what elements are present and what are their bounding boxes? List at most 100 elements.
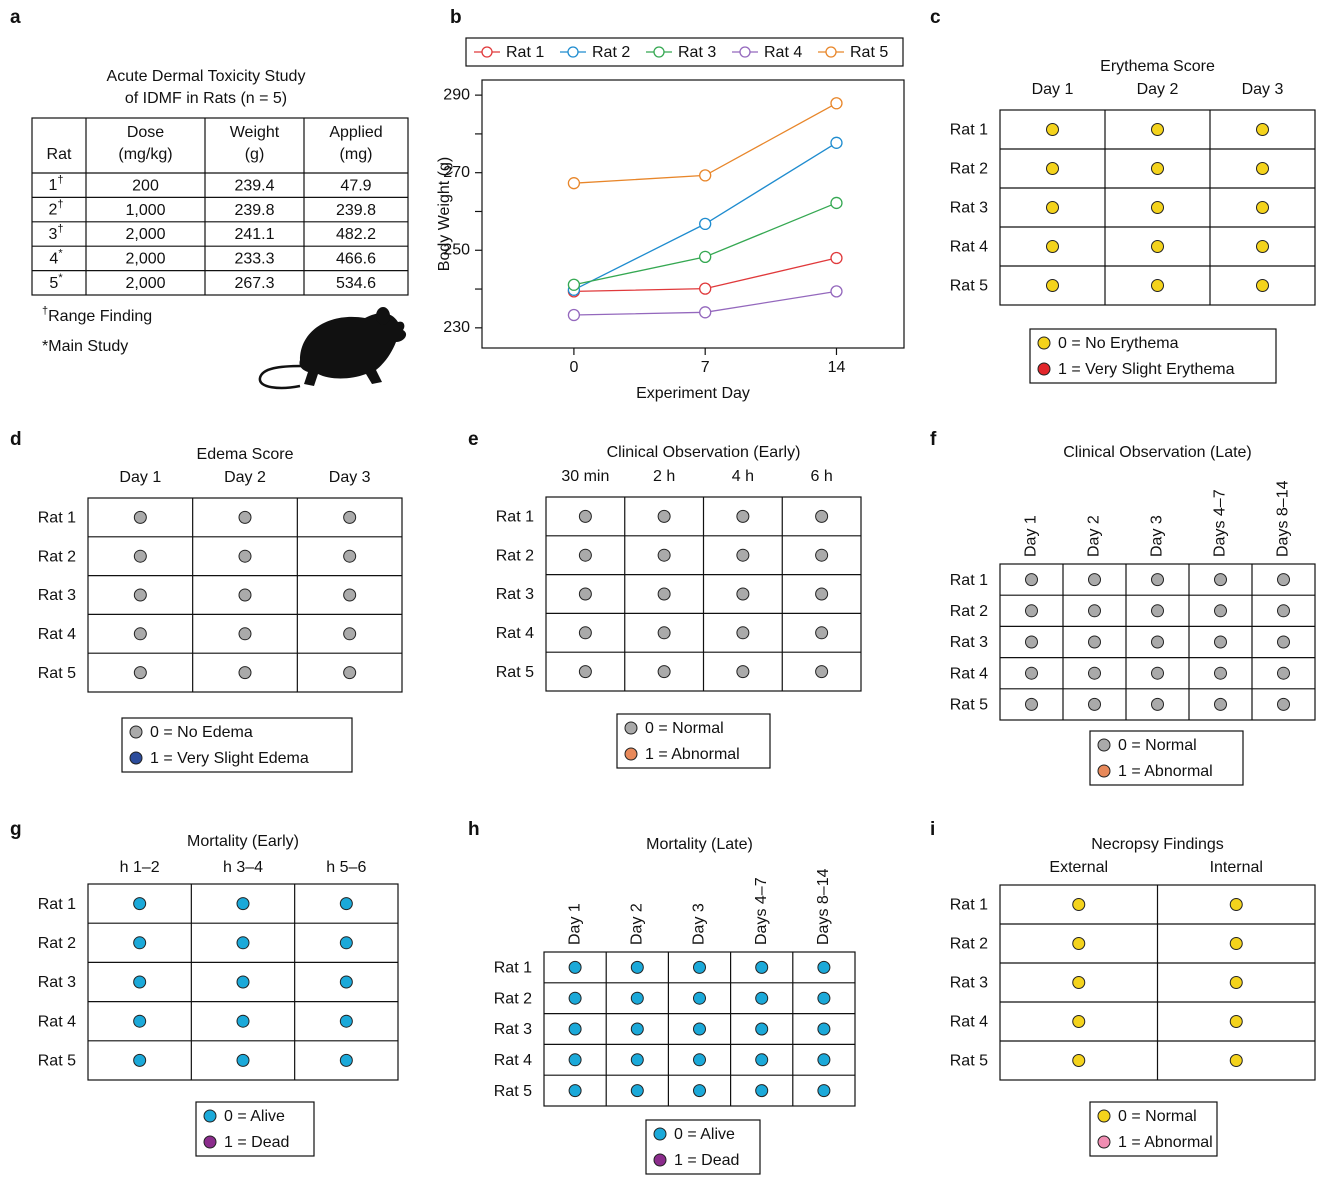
score-dot: [134, 1054, 146, 1066]
score-dot: [1089, 605, 1101, 617]
footnote: *Main Study: [42, 338, 128, 355]
row-label: Rat 5: [950, 697, 988, 714]
score-dot: [816, 627, 828, 639]
row-label: Rat 1: [38, 896, 76, 913]
panel-label: h: [468, 819, 480, 840]
series-point: [831, 253, 842, 264]
column-label: Day 2: [1137, 81, 1179, 98]
score-dot: [737, 510, 749, 522]
score-dot: [1152, 605, 1164, 617]
score-dot: [237, 1054, 249, 1066]
table-cell: 466.6: [336, 251, 376, 268]
rat-body: [299, 313, 406, 386]
score-dot: [737, 588, 749, 600]
rat-id: 1: [48, 177, 57, 194]
legend-dot: [625, 722, 637, 734]
score-dot: [816, 510, 828, 522]
score-dot: [631, 1023, 643, 1035]
score-dot: [237, 937, 249, 949]
score-dot: [816, 549, 828, 561]
score-dot: [1278, 667, 1290, 679]
row-label: Rat 3: [950, 634, 988, 651]
panel-label: d: [10, 429, 22, 450]
table-cell: 233.3: [234, 251, 274, 268]
score-dot: [1257, 202, 1269, 214]
score-dot: [237, 1015, 249, 1027]
score-dot: [344, 550, 356, 562]
column-label: 6 h: [811, 468, 833, 485]
score-dot: [1230, 1055, 1242, 1067]
score-dot: [1047, 163, 1059, 175]
row-label: Rat 2: [496, 547, 534, 564]
score-dot: [756, 992, 768, 1004]
legend-label: 0 = Normal: [645, 720, 724, 737]
table-cell: 3†: [48, 223, 63, 243]
score-dot: [631, 961, 643, 973]
score-dot: [1073, 899, 1085, 911]
column-label: h 1–2: [120, 859, 160, 876]
score-dot: [1026, 667, 1038, 679]
table-cell: 534.6: [336, 275, 376, 292]
column-label: h 5–6: [326, 859, 366, 876]
score-dot: [818, 1023, 830, 1035]
legend-label: Rat 3: [678, 44, 716, 61]
footnote-text: Main Study: [48, 338, 128, 355]
score-dot: [569, 1023, 581, 1035]
row-label: Rat 4: [38, 626, 76, 643]
table-header: Applied: [329, 124, 382, 141]
row-label: Rat 4: [494, 1052, 532, 1069]
score-dot: [579, 588, 591, 600]
score-dot: [1152, 698, 1164, 710]
table-header: (mg/kg): [118, 146, 172, 163]
legend-label: 1 = Abnormal: [1118, 763, 1213, 780]
table-header: Dose: [127, 124, 164, 141]
legend-label: 1 = Very Slight Erythema: [1058, 361, 1235, 378]
score-dot: [134, 937, 146, 949]
y-tick-label: 230: [443, 319, 470, 336]
score-dot: [756, 1085, 768, 1097]
score-dot: [818, 1054, 830, 1066]
score-dot: [1152, 636, 1164, 648]
row-label: Rat 2: [38, 935, 76, 952]
column-label: Day 3: [1242, 81, 1284, 98]
series-line: [574, 203, 837, 285]
column-label: Days 4–7: [753, 877, 770, 945]
score-dot: [756, 1054, 768, 1066]
x-tick-label: 0: [569, 359, 578, 376]
legend-dot: [1038, 363, 1050, 375]
rat-id: 4: [49, 251, 58, 268]
score-dot: [1215, 698, 1227, 710]
row-label: Rat 1: [38, 510, 76, 527]
score-dot: [658, 627, 670, 639]
score-dot: [134, 976, 146, 988]
column-label: Day 1: [1032, 81, 1074, 98]
score-dot: [1047, 241, 1059, 253]
score-dot: [579, 666, 591, 678]
legend-dot: [130, 752, 142, 764]
table-cell: 239.8: [336, 202, 376, 219]
series-point: [700, 218, 711, 229]
score-dot: [818, 961, 830, 973]
score-dot: [1278, 636, 1290, 648]
table-header: Rat: [47, 146, 72, 163]
score-dot: [579, 510, 591, 522]
legend-dot: [625, 748, 637, 760]
series-point: [700, 170, 711, 181]
table-cell: 239.4: [234, 177, 274, 194]
score-dot: [1047, 202, 1059, 214]
row-label: Rat 5: [494, 1083, 532, 1100]
row-label: Rat 2: [950, 161, 988, 178]
row-label: Rat 1: [950, 572, 988, 589]
score-dot: [658, 510, 670, 522]
legend-label: 0 = Alive: [224, 1108, 285, 1125]
score-dot: [1230, 1016, 1242, 1028]
score-dot: [134, 1015, 146, 1027]
series-point: [831, 197, 842, 208]
score-dot: [1230, 938, 1242, 950]
score-dot: [340, 898, 352, 910]
column-label: 2 h: [653, 468, 675, 485]
score-dot: [1215, 605, 1227, 617]
rat-mark: †: [57, 199, 63, 211]
legend-marker: [826, 47, 836, 57]
grid-title: Necropsy Findings: [1091, 836, 1224, 853]
